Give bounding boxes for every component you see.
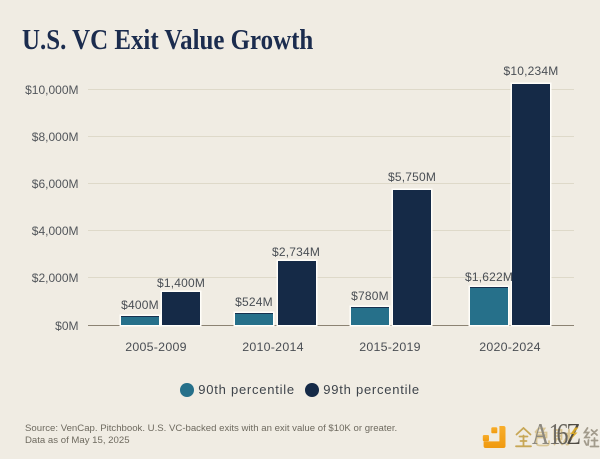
svg-text:1: 1 xyxy=(549,417,561,450)
svg-text:A: A xyxy=(532,417,549,450)
svg-text:6: 6 xyxy=(557,417,569,450)
